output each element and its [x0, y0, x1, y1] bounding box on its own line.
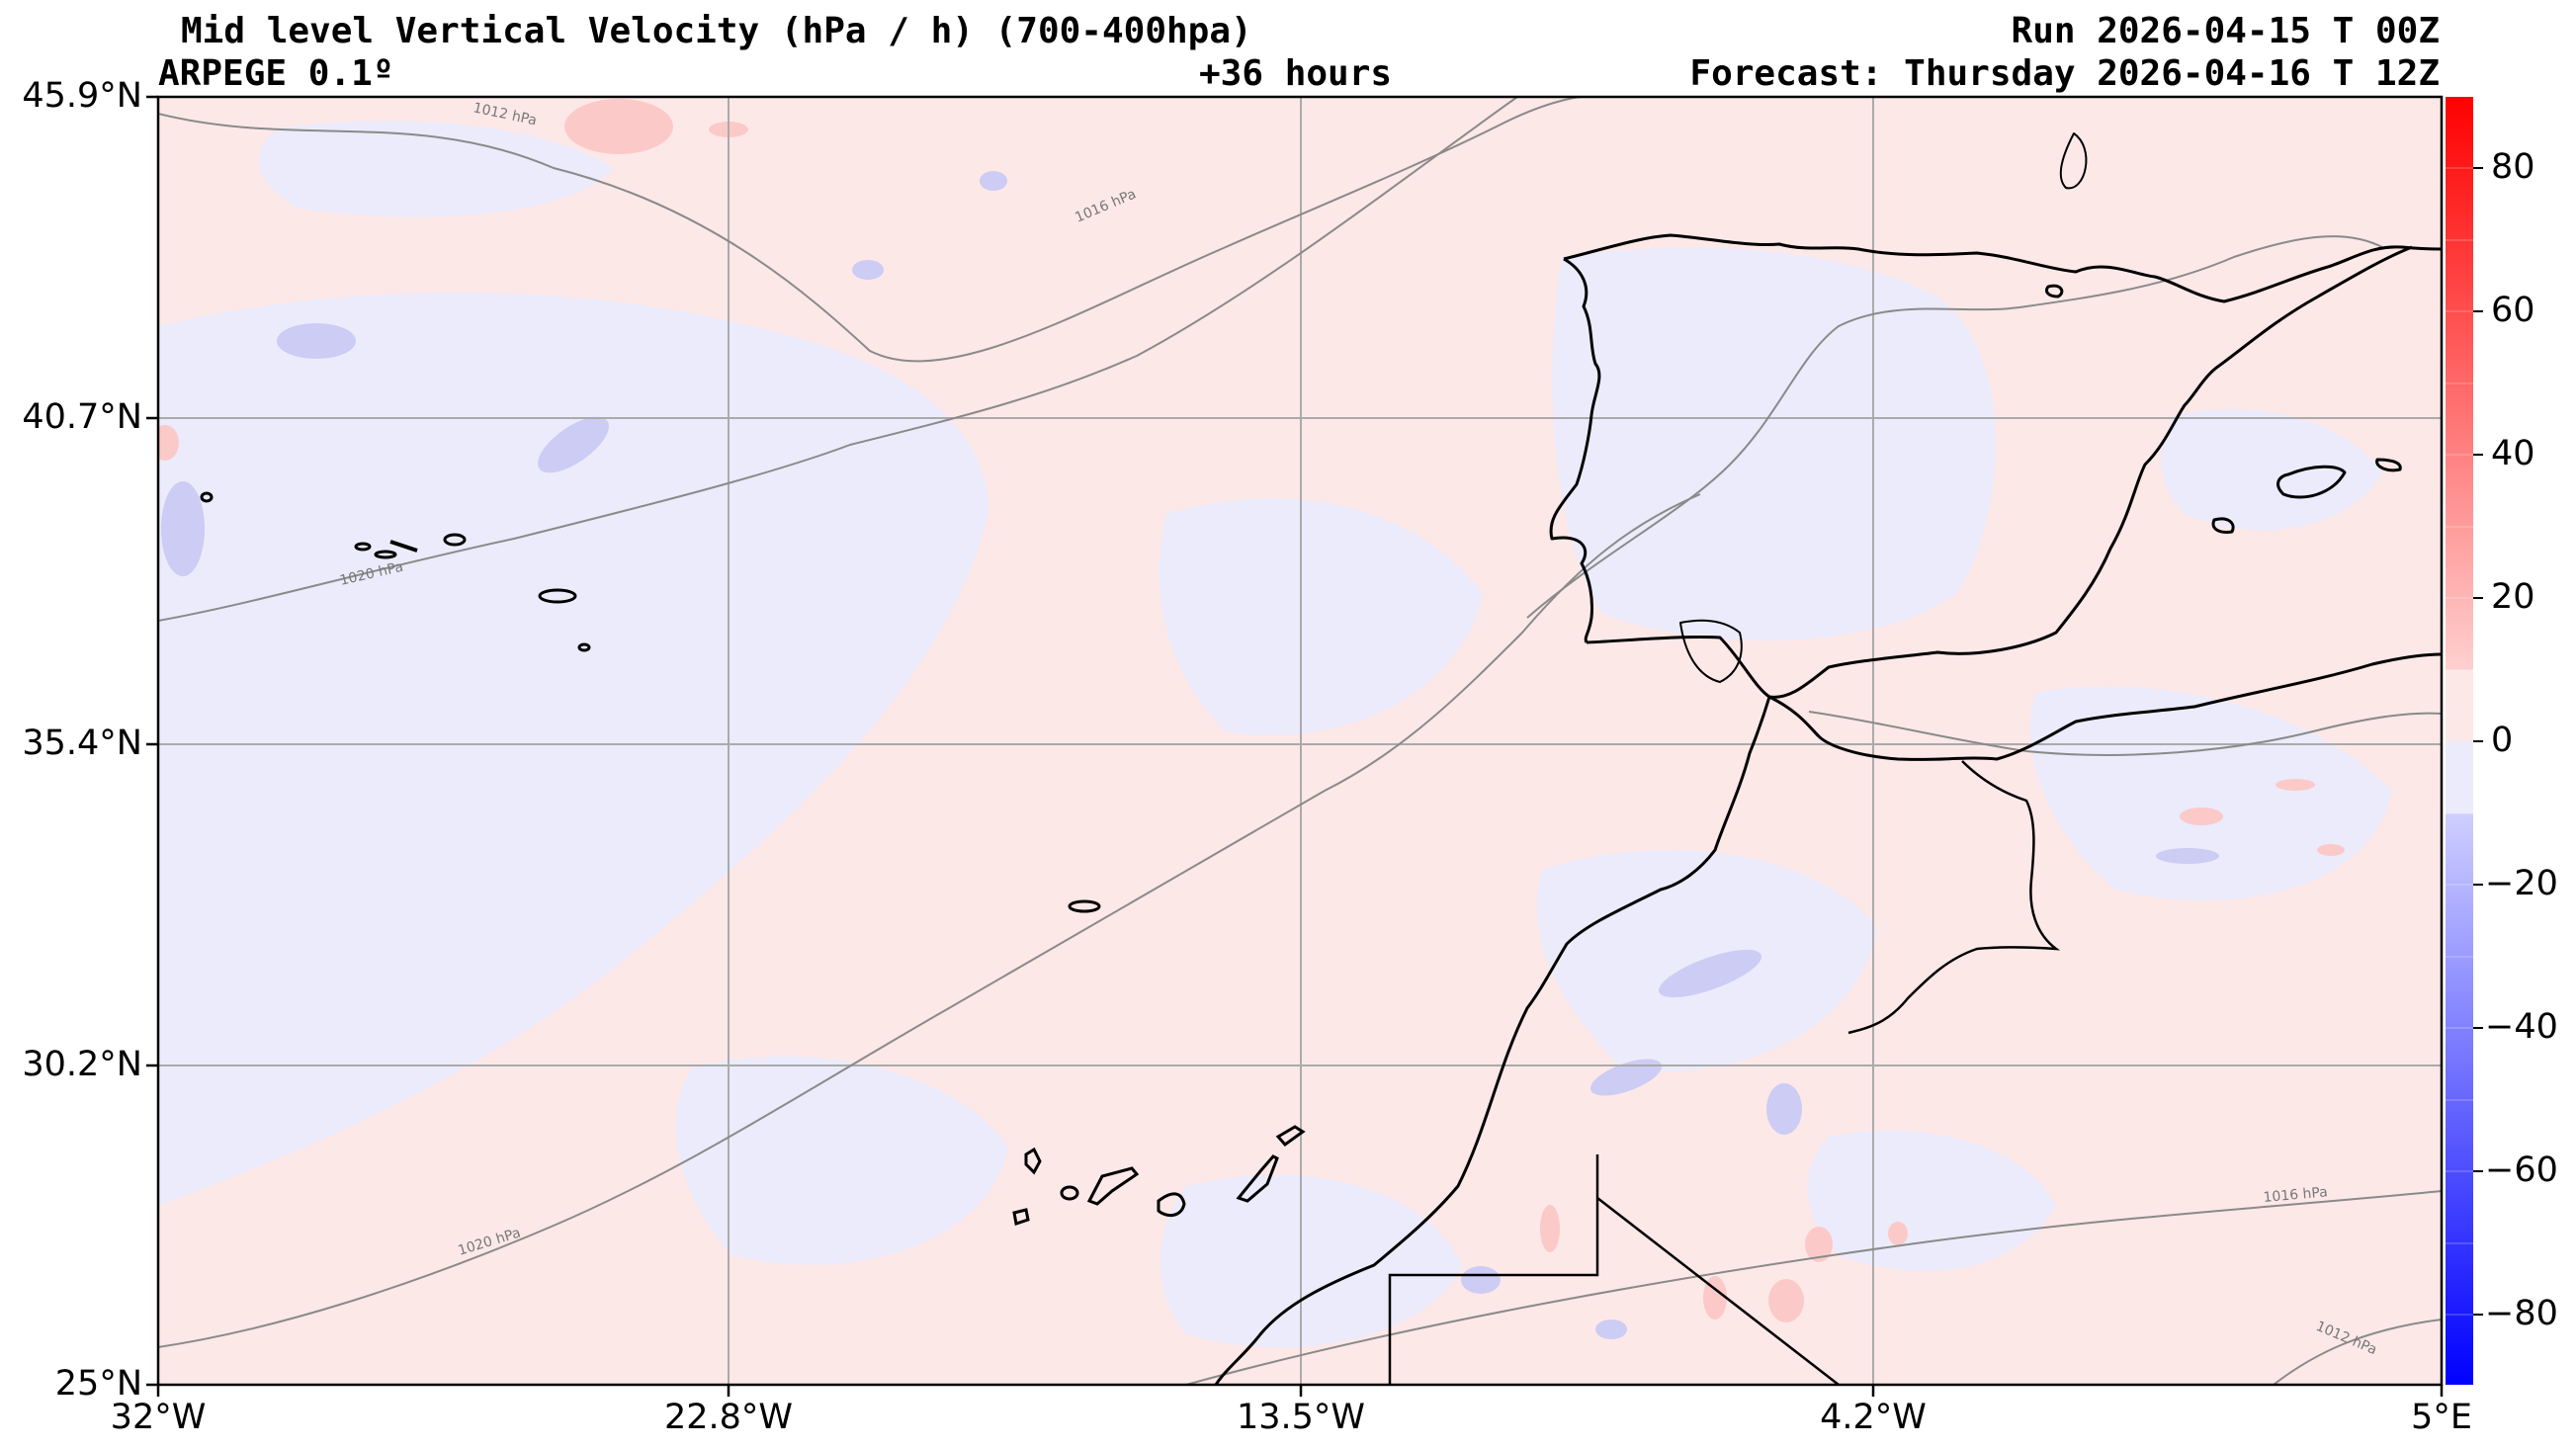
colorbar-tick-label: −80 — [2485, 1294, 2558, 1333]
island-la-palma — [1024, 1147, 1042, 1175]
lon-label: 13.5°W — [1236, 1398, 1366, 1437]
forecast-label: Forecast: Thursday 2026-04-16 T 12Z — [1689, 53, 2440, 94]
coast-north-africa — [1768, 652, 2442, 761]
coast-balearic-3 — [2211, 517, 2235, 534]
isobar-inland-iberia — [1526, 235, 2383, 619]
island-azores-4 — [443, 533, 467, 547]
lat-label: 35.4°N — [22, 724, 142, 763]
island-el-hierro — [1012, 1208, 1030, 1226]
lead-time-label: +36 hours — [1199, 53, 1393, 94]
model-label: ARPEGE 0.1º — [158, 53, 394, 94]
colorbar-tick-label: 40 — [2491, 434, 2535, 473]
colorbar — [2446, 97, 2483, 1385]
lon-label: 32°W — [110, 1398, 207, 1437]
colorbar-tick-label: 80 — [2491, 147, 2535, 187]
political-borders — [1388, 760, 2061, 1385]
axis-ticks — [146, 95, 2444, 1397]
plot-area: 1012 hPa 1016 hPa 1020 hPa 1020 hPa 1016… — [158, 97, 2442, 1385]
colorbar-tick-label: 0 — [2491, 721, 2514, 760]
coast-iberia-north — [1563, 233, 2442, 303]
island-azores-2 — [374, 550, 397, 559]
island-la-gomera — [1060, 1185, 1079, 1201]
lat-label: 45.9°N — [22, 76, 142, 116]
coast-detail-ne — [2044, 284, 2064, 298]
colorbar-level-lines — [2446, 167, 2473, 1316]
colorbar-tick-label: −20 — [2485, 864, 2558, 903]
island-corvo — [200, 491, 214, 503]
lon-label: 22.8°W — [663, 1398, 794, 1437]
lon-label: 5°E — [2411, 1398, 2472, 1437]
coast-west-africa — [1214, 696, 1771, 1385]
coast-detail-sw — [1679, 619, 1743, 683]
lat-label: 30.2°N — [22, 1045, 142, 1084]
positive-spots — [158, 99, 2345, 1322]
colorbar-ticks — [2473, 167, 2483, 1316]
colorbar-tick-label: −40 — [2485, 1007, 2558, 1047]
isobar-label: 1016 hPa — [2263, 1184, 2329, 1206]
colorbar-zero-band-pos — [2446, 670, 2473, 741]
colorbar-zero-band-neg — [2446, 741, 2473, 813]
isobar-inland-africa — [1808, 711, 2442, 756]
lon-label: 4.2°W — [1820, 1398, 1927, 1437]
isobar-1016 — [158, 97, 1518, 622]
island-tenerife — [1086, 1166, 1140, 1206]
island-fuerteventura — [1236, 1154, 1279, 1203]
isobar-1012 — [158, 97, 1583, 363]
border-mauritania — [1596, 1197, 1840, 1385]
island-madeira — [1068, 899, 1101, 913]
coast-balearic-1 — [2276, 465, 2347, 499]
lat-label: 40.7°N — [22, 397, 142, 437]
coast-iberia-south-east — [1586, 245, 2413, 699]
coast-island-ne — [2059, 132, 2088, 190]
colorbar-tick-label: 20 — [2491, 577, 2535, 617]
negative-spots — [161, 171, 2219, 1339]
negative-zones — [158, 121, 2392, 1348]
island-sao-miguel — [538, 588, 577, 604]
isobar-1012-south — [2273, 1319, 2442, 1385]
lat-label: 25°N — [54, 1364, 142, 1404]
coast-balearic-2 — [2375, 458, 2402, 472]
colorbar-tick-label: −60 — [2485, 1150, 2558, 1190]
island-lanzarote — [1275, 1125, 1306, 1148]
island-santa-maria — [577, 642, 591, 652]
colorbar-tick-label: 60 — [2491, 291, 2535, 330]
border-algeria-morocco — [1847, 760, 2061, 1035]
coastlines — [1214, 132, 2442, 1385]
island-azores-1 — [354, 542, 372, 552]
isobar-1020 — [158, 493, 1701, 1348]
run-label: Run 2026-04-15 T 00Z — [2011, 11, 2440, 51]
graticule — [158, 97, 2442, 1385]
border-western-sahara — [1388, 1154, 1599, 1385]
atlantic-islands — [200, 491, 1306, 1226]
island-gran-canaria — [1157, 1192, 1186, 1218]
island-azores-3 — [389, 540, 418, 553]
chart-title: Mid level Vertical Velocity (hPa / h) (7… — [181, 11, 1252, 51]
coast-iberia-west — [1549, 257, 1601, 643]
